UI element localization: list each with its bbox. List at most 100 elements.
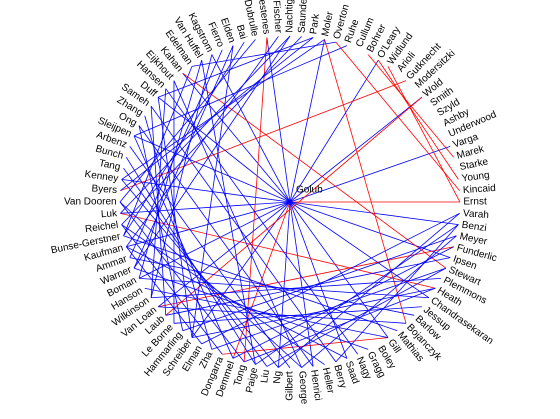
node-label: Bai (234, 24, 248, 41)
edge (324, 39, 407, 324)
edge (125, 246, 202, 345)
node-label: Paige (244, 366, 260, 394)
edge (289, 201, 451, 258)
edge (165, 96, 423, 316)
edge (144, 115, 213, 350)
edge (121, 39, 325, 180)
edge (191, 41, 336, 67)
edge (157, 37, 314, 98)
edge (301, 235, 457, 368)
edge (144, 287, 389, 339)
edge (182, 235, 457, 332)
edge (150, 106, 167, 316)
edge (243, 287, 436, 363)
edge (123, 41, 245, 236)
node-label: Fischer (270, 0, 283, 34)
edge (165, 257, 451, 316)
edge (367, 54, 455, 158)
node-label: Heller (320, 367, 336, 395)
node-label: Varah (463, 208, 490, 221)
edge (165, 88, 359, 355)
edge (133, 267, 369, 350)
edge (123, 235, 398, 332)
edge (121, 36, 302, 225)
node-label: Nachtigal (285, 0, 296, 33)
edge (201, 60, 256, 365)
edge (157, 97, 193, 338)
edge (191, 201, 291, 338)
node-label: Moler (320, 10, 336, 37)
edge (120, 35, 291, 214)
edge (138, 125, 314, 367)
edge (222, 337, 389, 355)
node-label: Park (308, 12, 322, 35)
edge (335, 41, 460, 191)
edge (150, 106, 337, 363)
node-label: Luk (101, 208, 119, 220)
edge (133, 35, 291, 269)
edge (289, 201, 430, 299)
node-label: Kenney (84, 169, 119, 185)
node-label: Van Dooren (64, 197, 117, 208)
edges (119, 35, 461, 369)
edge (125, 36, 279, 248)
node-label: Reichel (84, 220, 119, 235)
edge (129, 146, 291, 369)
edge (151, 277, 441, 299)
edge (266, 37, 291, 203)
edge (173, 80, 302, 368)
node-label: Saunders (296, 0, 310, 33)
node-label: Henrici (308, 369, 323, 401)
edge (126, 246, 348, 359)
edge (133, 45, 348, 137)
edge (120, 201, 291, 214)
edge (182, 72, 291, 203)
node-label: Young (461, 170, 490, 185)
edge (387, 66, 461, 203)
labels: ErnstKincaidYoungStarkeMarekVargaUnderwo… (50, 0, 498, 405)
node-label: George (296, 371, 309, 405)
edge (211, 267, 447, 350)
edge (129, 49, 223, 258)
edge (211, 54, 291, 203)
edge (158, 246, 454, 308)
edge (158, 306, 407, 324)
node-label: Ernst (463, 197, 487, 208)
edge (157, 201, 291, 308)
edge (119, 201, 245, 363)
node-label: Tang (98, 158, 121, 173)
edge (289, 39, 325, 203)
edge (139, 277, 429, 299)
edge (289, 59, 379, 203)
edge (119, 201, 302, 368)
edge (289, 146, 451, 203)
center-label: Golub (296, 185, 323, 196)
edge (278, 213, 460, 368)
edge (120, 212, 436, 289)
edge (191, 45, 234, 338)
edge (157, 96, 291, 203)
node-label: Gilbert (285, 371, 296, 401)
node-label: Liu (259, 369, 272, 384)
edge (289, 201, 348, 359)
edge (123, 167, 268, 367)
edge (266, 267, 447, 367)
node-label: Byers (91, 183, 117, 196)
node-label: Benzi (461, 220, 487, 234)
edge (133, 45, 234, 269)
edge (277, 201, 291, 368)
edge (121, 224, 223, 355)
edge (133, 135, 291, 203)
edge (182, 72, 447, 269)
node-label: Ng (272, 371, 284, 385)
edge (335, 224, 459, 363)
edge (119, 39, 256, 203)
edge (377, 59, 459, 180)
edge (133, 135, 234, 359)
edge (289, 201, 314, 367)
node-label: Kincaid (463, 183, 496, 196)
edge (129, 257, 415, 316)
edge (255, 224, 459, 365)
edge (201, 212, 460, 345)
